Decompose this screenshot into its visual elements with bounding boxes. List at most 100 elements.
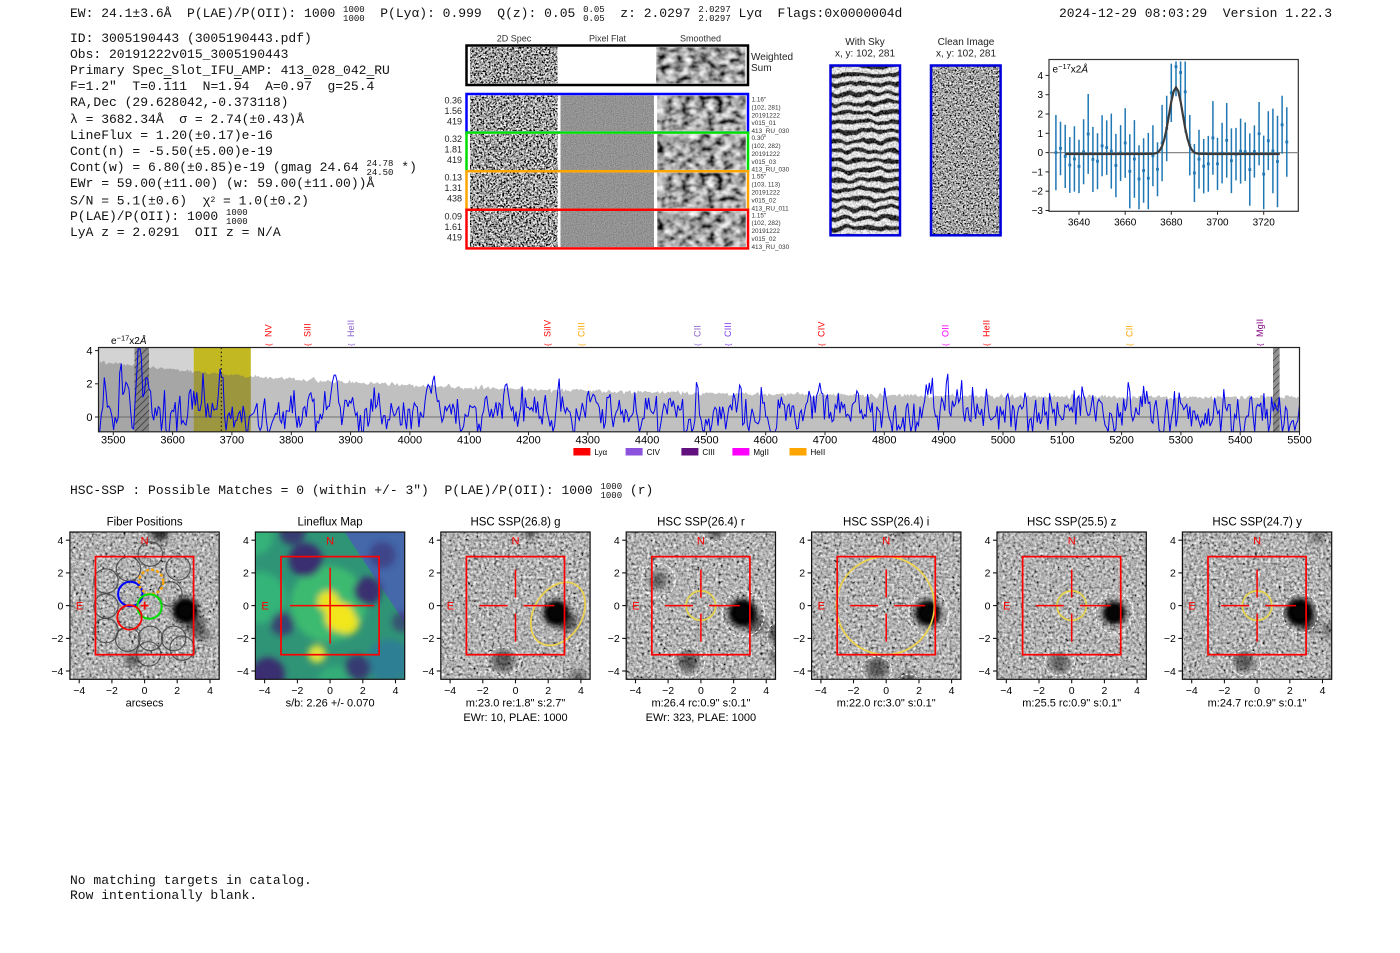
svg-text:4: 4 [243, 535, 249, 547]
svg-text:0: 0 [985, 600, 991, 612]
svg-text:5300: 5300 [1169, 435, 1193, 447]
svg-text:−4: −4 [815, 685, 827, 697]
svg-text:−4: −4 [793, 666, 805, 678]
svg-text:v015_02: v015_02 [752, 236, 777, 243]
svg-text:−4: −4 [979, 666, 991, 678]
svg-text:−1: −1 [1032, 167, 1044, 178]
svg-text:(103, 113): (103, 113) [752, 182, 781, 189]
svg-text:−2: −2 [1164, 633, 1176, 645]
svg-text:Fiber Positions: Fiber Positions [107, 517, 183, 529]
svg-text:2: 2 [1287, 685, 1293, 697]
svg-text:4: 4 [949, 685, 955, 697]
svg-text:2: 2 [1037, 110, 1043, 121]
svg-text:HSC SSP(26.8) g: HSC SSP(26.8) g [470, 517, 560, 529]
svg-text:m:23.0 re:1.8" s:2.7": m:23.0 re:1.8" s:2.7" [466, 698, 566, 710]
svg-text:−2: −2 [608, 633, 620, 645]
svg-text:{: { [577, 343, 586, 346]
svg-text:2: 2 [174, 685, 180, 697]
svg-text:2: 2 [243, 568, 249, 580]
svg-text:4000: 4000 [398, 435, 422, 447]
svg-text:−4: −4 [608, 666, 620, 678]
svg-text:3700: 3700 [1206, 217, 1229, 228]
svg-text:4: 4 [614, 535, 620, 547]
svg-text:{: { [982, 343, 991, 346]
svg-text:4: 4 [578, 685, 584, 697]
svg-text:−2: −2 [662, 685, 674, 697]
svg-text:Smoothed: Smoothed [680, 34, 721, 44]
svg-text:4: 4 [1037, 71, 1043, 82]
svg-text:5000: 5000 [991, 435, 1015, 447]
svg-text:N: N [1253, 536, 1261, 548]
svg-text:0: 0 [86, 412, 92, 424]
svg-text:2: 2 [58, 568, 64, 580]
svg-text:2D Spec: 2D Spec [497, 34, 532, 44]
svg-text:{: { [264, 343, 273, 346]
svg-text:(102, 281): (102, 281) [752, 104, 781, 111]
svg-text:3700: 3700 [220, 435, 244, 447]
svg-text:2: 2 [916, 685, 922, 697]
svg-text:3800: 3800 [279, 435, 303, 447]
svg-text:−4: −4 [1164, 666, 1176, 678]
svg-text:20191222: 20191222 [752, 112, 781, 119]
svg-text:−2: −2 [422, 633, 434, 645]
svg-text:20191222: 20191222 [752, 190, 781, 197]
svg-text:Lyα: Lyα [594, 448, 607, 457]
svg-text:4: 4 [86, 345, 92, 357]
svg-text:4500: 4500 [694, 435, 718, 447]
svg-text:−2: −2 [1218, 685, 1230, 697]
svg-text:E: E [447, 601, 454, 613]
svg-text:N: N [512, 536, 520, 548]
svg-text:{: { [693, 343, 702, 346]
svg-text:With Sky: With Sky [845, 37, 884, 48]
svg-text:E: E [1188, 601, 1195, 613]
svg-text:2: 2 [360, 685, 366, 697]
svg-text:0.13: 0.13 [444, 173, 462, 183]
svg-text:{: { [1125, 343, 1134, 346]
svg-text:2: 2 [614, 568, 620, 580]
svg-text:3680: 3680 [1160, 217, 1183, 228]
svg-text:4600: 4600 [753, 435, 777, 447]
svg-text:N: N [697, 536, 705, 548]
svg-text:N: N [882, 536, 890, 548]
svg-text:4: 4 [58, 535, 64, 547]
svg-text:0: 0 [799, 600, 805, 612]
svg-text:413_RU_030: 413_RU_030 [752, 167, 790, 174]
svg-text:−2: −2 [477, 685, 489, 697]
svg-text:4: 4 [763, 685, 769, 697]
svg-text:N: N [1068, 536, 1076, 548]
svg-text:4700: 4700 [813, 435, 837, 447]
svg-text:m:24.7 rc:0.9" s:0.1": m:24.7 rc:0.9" s:0.1" [1208, 698, 1307, 710]
svg-text:3500: 3500 [101, 435, 125, 447]
svg-text:CIII: CIII [702, 448, 714, 457]
svg-text:0: 0 [1037, 148, 1043, 159]
svg-text:413_RU_011: 413_RU_011 [752, 205, 790, 212]
svg-text:m:25.5 rc:0.9" s:0.1": m:25.5 rc:0.9" s:0.1" [1022, 698, 1121, 710]
svg-text:5400: 5400 [1228, 435, 1252, 447]
svg-text:N: N [326, 536, 334, 548]
svg-text:OII: OII [940, 324, 950, 337]
svg-text:−2: −2 [848, 685, 860, 697]
svg-text:4: 4 [1134, 685, 1140, 697]
svg-text:1.61: 1.61 [444, 222, 462, 232]
svg-text:20191222: 20191222 [752, 151, 781, 158]
svg-text:5100: 5100 [1050, 435, 1074, 447]
svg-text:0: 0 [327, 685, 333, 697]
svg-text:0: 0 [58, 600, 64, 612]
svg-text:0: 0 [1254, 685, 1260, 697]
svg-text:4200: 4200 [516, 435, 540, 447]
svg-text:2: 2 [1101, 685, 1107, 697]
svg-text:(102, 282): (102, 282) [752, 143, 781, 150]
svg-text:v015_01: v015_01 [752, 120, 777, 127]
svg-text:SiII: SiII [302, 323, 312, 337]
svg-text:HeII: HeII [981, 320, 991, 337]
svg-text:2: 2 [545, 685, 551, 697]
svg-text:CIV: CIV [647, 448, 661, 457]
svg-text:20191222: 20191222 [752, 228, 781, 235]
svg-text:v015_03: v015_03 [752, 159, 777, 166]
svg-text:−2: −2 [979, 633, 991, 645]
svg-text:CII: CII [1124, 325, 1134, 337]
svg-text:N: N [141, 536, 149, 548]
svg-text:−2: −2 [106, 685, 118, 697]
svg-text:Pixel Flat: Pixel Flat [589, 34, 627, 44]
svg-text:E: E [261, 601, 268, 613]
